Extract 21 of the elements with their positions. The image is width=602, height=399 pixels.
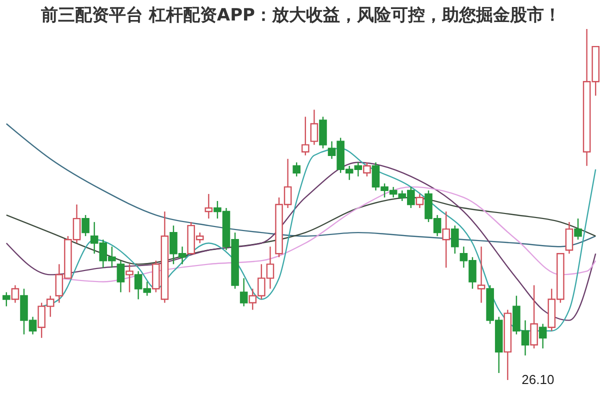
candlestick [240,278,248,307]
candlestick [530,284,538,350]
candlestick [82,214,90,237]
chart-title: 前三配资平台 杠杆配资APP：放大收益，风险可控，助您掘金股市！ [40,5,561,26]
annotation: 26.10 [522,372,554,387]
candlestick [204,193,213,220]
candlestick [11,284,20,304]
candlestick [310,109,318,146]
candlestick [126,264,134,293]
candlestick [574,218,582,240]
candlestick [451,224,459,254]
candlestick [2,292,10,307]
candlestick [363,162,371,178]
candlestick [442,210,450,268]
candlestick [116,260,125,293]
candlestick [565,221,574,254]
candlestick [292,162,300,178]
candlestick [538,323,547,350]
candlestick [477,246,486,304]
candlestick [416,193,424,209]
candlestick [302,116,310,156]
